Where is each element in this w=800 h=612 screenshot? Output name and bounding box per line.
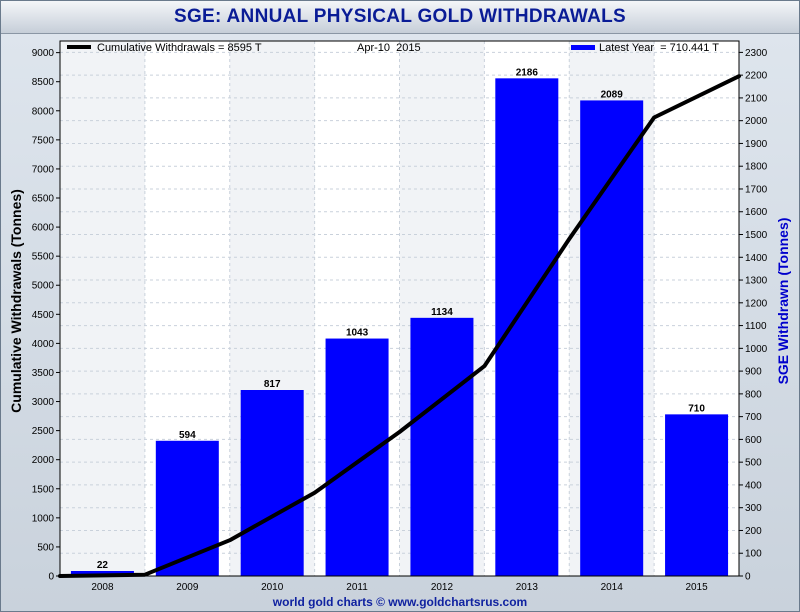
y-tick-label-right: 300 <box>745 503 762 514</box>
bar-2014 <box>580 100 644 576</box>
y-tick-label-right: 400 <box>745 480 762 491</box>
y-tick-label-right: 900 <box>745 367 762 378</box>
y-tick-label-left: 2000 <box>32 455 55 466</box>
y-tick-label-left: 9000 <box>32 48 55 59</box>
bar-data-labels: 22 594 817 1043 1134 2186 2089 710 <box>97 67 705 571</box>
y-tick-label-right: 1200 <box>745 298 768 309</box>
y-tick-label-left: 3500 <box>32 368 55 379</box>
y-tick-label-left: 1000 <box>32 513 55 524</box>
chart-title: SGE: ANNUAL PHYSICAL GOLD WITHDRAWALS <box>1 1 799 34</box>
y-tick-label-left: 0 <box>48 572 54 583</box>
y-tick-label-right: 1000 <box>745 344 768 355</box>
y-tick-label-right: 1100 <box>745 321 767 332</box>
bar-label-2013: 2186 <box>516 67 539 78</box>
bar-label-2011: 1043 <box>346 328 369 339</box>
y-tick-label-left: 4000 <box>32 339 55 350</box>
x-tick-label-2011: 2011 <box>346 582 368 593</box>
y-tick-label-left: 5500 <box>32 252 55 263</box>
axes: 0500100015002000250030003500400045005000… <box>32 40 768 593</box>
y-tick-label-right: 1700 <box>745 184 768 195</box>
bar-label-2008: 22 <box>97 560 109 571</box>
y-tick-label-right: 1800 <box>745 162 768 173</box>
cumulative-series-line <box>58 74 741 578</box>
bar-label-2009: 594 <box>179 430 196 441</box>
bar-2013 <box>495 78 559 576</box>
y-tick-label-right: 500 <box>745 458 762 469</box>
legend-latest-year: Latest Year = 710.441 T <box>571 42 719 54</box>
bars <box>70 78 729 576</box>
y-tick-label-right: 1500 <box>745 230 768 241</box>
y-tick-label-left: 5000 <box>32 281 55 292</box>
legend-cumulative-label: Cumulative Withdrawals = 8595 T <box>97 42 262 54</box>
x-tick-label-2009: 2009 <box>176 582 199 593</box>
y-tick-label-left: 2500 <box>32 426 55 437</box>
legend-line-swatch <box>67 45 91 49</box>
bar-2011 <box>325 338 389 576</box>
y-tick-label-right: 0 <box>745 572 751 583</box>
y-tick-label-right: 1400 <box>745 253 768 264</box>
x-tick-label-2012: 2012 <box>431 582 454 593</box>
y-tick-label-right: 2300 <box>745 48 768 59</box>
y-tick-label-right: 2200 <box>745 71 768 82</box>
bar-label-2014: 2089 <box>601 89 624 100</box>
y-tick-label-left: 8500 <box>32 77 55 88</box>
y-tick-label-left: 1500 <box>32 484 55 495</box>
y-tick-label-left: 7500 <box>32 135 55 146</box>
chart-footer-credit: world gold charts © www.goldchartsrus.co… <box>272 595 528 609</box>
legend-cumulative: Cumulative Withdrawals = 8595 T <box>67 42 262 54</box>
y-tick-label-right: 600 <box>745 435 762 446</box>
bar-label-2012: 1134 <box>431 307 453 318</box>
y-tick-label-right: 200 <box>745 526 762 537</box>
x-tick-label-2010: 2010 <box>261 582 284 593</box>
y-tick-label-left: 4500 <box>32 310 55 321</box>
x-tick-label-2014: 2014 <box>601 582 624 593</box>
x-tick-label-2008: 2008 <box>91 582 114 593</box>
y-tick-label-right: 800 <box>745 389 762 400</box>
y-tick-label-right: 100 <box>745 549 762 560</box>
y-tick-label-left: 7000 <box>32 164 55 175</box>
y-tick-label-right: 1600 <box>745 207 768 218</box>
y-axis-title-left: Cumulative Withdrawals (Tonnes) <box>8 189 24 413</box>
x-tick-label-2013: 2013 <box>516 582 539 593</box>
x-tick-label-2015: 2015 <box>685 582 708 593</box>
bar-2012 <box>410 317 474 576</box>
y-tick-label-right: 700 <box>745 412 762 423</box>
bar-label-2010: 817 <box>264 379 281 390</box>
y-tick-label-right: 2000 <box>745 116 768 127</box>
bar-label-2015: 710 <box>688 403 705 414</box>
y-axis-title-right: SGE Withdrawn (Tonnes) <box>775 218 791 385</box>
y-tick-label-left: 8000 <box>32 106 55 117</box>
bar-2010 <box>240 390 304 576</box>
plot-border <box>59 40 740 577</box>
cumulative-line <box>58 74 741 578</box>
y-tick-label-right: 1300 <box>745 276 768 287</box>
legend-bar-swatch <box>571 45 595 50</box>
y-tick-label-left: 6000 <box>32 223 55 234</box>
bar-2015 <box>665 414 729 576</box>
date-label: Apr-10 2015 <box>357 42 421 54</box>
y-tick-label-right: 1900 <box>745 139 768 150</box>
plot-band <box>60 41 145 576</box>
legend-latest-year-label: Latest Year = 710.441 T <box>599 42 719 54</box>
y-tick-label-left: 6500 <box>32 194 55 205</box>
y-tick-label-left: 3000 <box>32 397 55 408</box>
y-tick-label-left: 500 <box>37 542 54 553</box>
bar-2009 <box>155 440 219 576</box>
y-tick-label-right: 2100 <box>745 93 768 104</box>
